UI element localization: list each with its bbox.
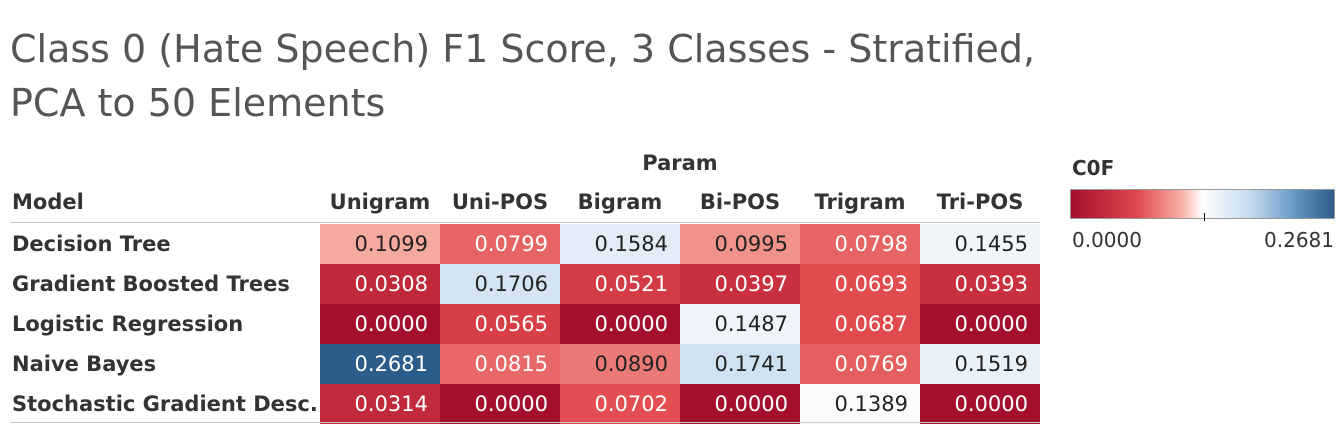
- row-label-logistic-regression: Logistic Regression: [12, 312, 244, 336]
- heatmap-cell: 0.0000: [920, 304, 1040, 344]
- legend-title: C0F: [1072, 156, 1115, 180]
- heatmap-cell: 0.1741: [680, 344, 800, 384]
- heatmap-cell: 0.0308: [320, 264, 440, 304]
- row-header: Model: [12, 190, 84, 214]
- heatmap-cell: 0.0565: [440, 304, 560, 344]
- row-label-gradient-boosted-trees: Gradient Boosted Trees: [12, 272, 290, 296]
- heatmap-cell: 0.0995: [680, 224, 800, 264]
- header-divider: [10, 222, 1040, 223]
- heatmap-cell: 0.1519: [920, 344, 1040, 384]
- legend-max-label: 0.2681: [1264, 228, 1334, 252]
- heatmap-cell: 0.0799: [440, 224, 560, 264]
- heatmap-cell: 0.0687: [800, 304, 920, 344]
- column-header-tri-pos: Tri-POS: [936, 190, 1024, 214]
- heatmap-cell: 0.0521: [560, 264, 680, 304]
- heatmap-cell: 0.1455: [920, 224, 1040, 264]
- legend-color-bar: [1070, 189, 1335, 219]
- heatmap-cell: 0.0702: [560, 384, 680, 424]
- heatmap-cell: 0.1099: [320, 224, 440, 264]
- bottom-divider: [10, 422, 1040, 423]
- heatmap-cell: 0.0000: [680, 384, 800, 424]
- heatmap-cell: 0.0798: [800, 224, 920, 264]
- row-label-naive-bayes: Naive Bayes: [12, 352, 157, 376]
- heatmap-cell: 0.0397: [680, 264, 800, 304]
- heatmap-cell: 0.0000: [440, 384, 560, 424]
- column-header-unigram: Unigram: [329, 190, 431, 214]
- legend-midpoint-tick: [1204, 213, 1205, 221]
- column-header-bigram: Bigram: [577, 190, 663, 214]
- row-label-decision-tree: Decision Tree: [12, 232, 171, 256]
- heatmap-cell: 0.0000: [320, 304, 440, 344]
- heatmap-cell: 0.1584: [560, 224, 680, 264]
- heatmap-cell: 0.0890: [560, 344, 680, 384]
- heatmap-cell: 0.0000: [560, 304, 680, 344]
- row-label-stochastic-gradient-desc: Stochastic Gradient Desc.: [12, 392, 318, 416]
- column-header-uni-pos: Uni-POS: [451, 190, 549, 214]
- heatmap-cell: 0.0769: [800, 344, 920, 384]
- heatmap-cell: 0.0000: [920, 384, 1040, 424]
- heatmap-cell: 0.0815: [440, 344, 560, 384]
- heatmap-cell: 0.0314: [320, 384, 440, 424]
- column-header-trigram: Trigram: [814, 190, 906, 214]
- legend-min-label: 0.0000: [1072, 228, 1142, 252]
- heatmap-cell: 0.1706: [440, 264, 560, 304]
- heatmap-cell: 0.1487: [680, 304, 800, 344]
- heatmap-cell: 0.0693: [800, 264, 920, 304]
- heatmap-cell: 0.2681: [320, 344, 440, 384]
- chart-title: Class 0 (Hate Speech) F1 Score, 3 Classe…: [10, 27, 1036, 125]
- heatmap-cell: 0.0393: [920, 264, 1040, 304]
- heatmap-cell: 0.1389: [800, 384, 920, 424]
- column-group-label: Param: [642, 151, 718, 175]
- column-header-bi-pos: Bi-POS: [699, 190, 781, 214]
